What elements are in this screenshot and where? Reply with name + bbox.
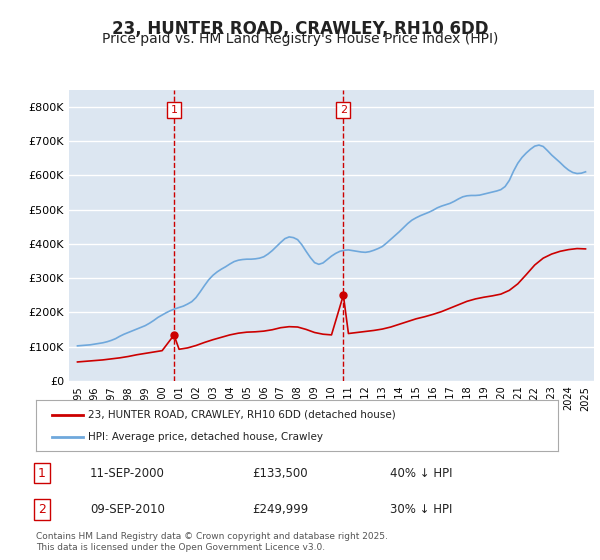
Text: 1: 1 (170, 105, 178, 115)
Text: 40% ↓ HPI: 40% ↓ HPI (390, 466, 452, 480)
Text: HPI: Average price, detached house, Crawley: HPI: Average price, detached house, Craw… (88, 432, 323, 442)
Text: Price paid vs. HM Land Registry's House Price Index (HPI): Price paid vs. HM Land Registry's House … (102, 32, 498, 46)
Text: 1: 1 (38, 466, 46, 480)
Text: 23, HUNTER ROAD, CRAWLEY, RH10 6DD: 23, HUNTER ROAD, CRAWLEY, RH10 6DD (112, 20, 488, 38)
Text: Contains HM Land Registry data © Crown copyright and database right 2025.
This d: Contains HM Land Registry data © Crown c… (36, 532, 388, 552)
Text: 30% ↓ HPI: 30% ↓ HPI (390, 503, 452, 516)
Text: £133,500: £133,500 (252, 466, 308, 480)
Text: 2: 2 (38, 503, 46, 516)
Text: 11-SEP-2000: 11-SEP-2000 (90, 466, 165, 480)
Text: 2: 2 (340, 105, 347, 115)
Text: £249,999: £249,999 (252, 503, 308, 516)
Text: 23, HUNTER ROAD, CRAWLEY, RH10 6DD (detached house): 23, HUNTER ROAD, CRAWLEY, RH10 6DD (deta… (88, 409, 396, 419)
Text: 09-SEP-2010: 09-SEP-2010 (90, 503, 165, 516)
